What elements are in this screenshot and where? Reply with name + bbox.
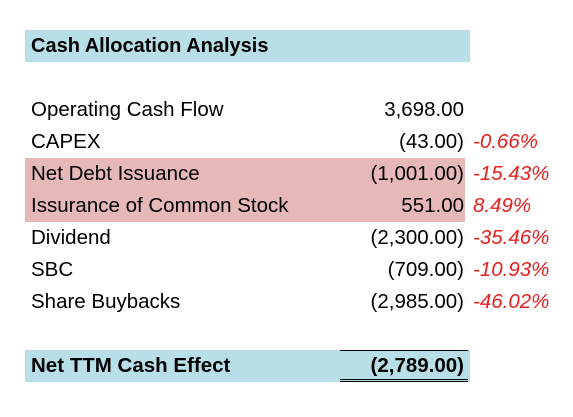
total-value-border bbox=[340, 350, 468, 382]
row-value: (43.00) bbox=[399, 130, 464, 153]
row-percent: -0.66% bbox=[473, 130, 538, 153]
total-label: Net TTM Cash Effect bbox=[31, 354, 231, 377]
row-value: (2,985.00) bbox=[370, 290, 464, 313]
row-label: Net Debt Issuance bbox=[31, 162, 200, 185]
row-label: SBC bbox=[31, 258, 74, 281]
title-row: Cash Allocation Analysis bbox=[0, 30, 573, 62]
row-value: 551.00 bbox=[401, 194, 464, 217]
highlight-band bbox=[25, 158, 465, 222]
total-band bbox=[25, 350, 470, 382]
page-title: Cash Allocation Analysis bbox=[31, 35, 269, 57]
table-row: SBC (709.00) -10.93% bbox=[0, 254, 573, 286]
table-row: CAPEX (43.00) -0.66% bbox=[0, 126, 573, 158]
row-value: (2,300.00) bbox=[370, 226, 464, 249]
table-row: Share Buybacks (2,985.00) -46.02% bbox=[0, 286, 573, 318]
row-percent: -10.93% bbox=[473, 258, 550, 281]
row-value: (1,001.00) bbox=[370, 162, 464, 185]
row-percent: -46.02% bbox=[473, 290, 550, 313]
title-band bbox=[25, 30, 470, 62]
table-row: Issurance of Common Stock 551.00 8.49% bbox=[0, 190, 573, 222]
row-percent: 8.49% bbox=[473, 194, 532, 217]
row-label: CAPEX bbox=[31, 130, 101, 153]
table-row: Net Debt Issuance (1,001.00) -15.43% bbox=[0, 158, 573, 190]
row-label: Share Buybacks bbox=[31, 290, 181, 313]
table-row: Operating Cash Flow 3,698.00 bbox=[0, 94, 573, 126]
table-row: Dividend (2,300.00) -35.46% bbox=[0, 222, 573, 254]
row-label: Dividend bbox=[31, 226, 111, 249]
total-row: Net TTM Cash Effect (2,789.00) bbox=[0, 350, 573, 382]
row-label: Operating Cash Flow bbox=[31, 98, 224, 121]
row-percent: -15.43% bbox=[473, 162, 550, 185]
total-value: (2,789.00) bbox=[370, 354, 464, 377]
row-value: (709.00) bbox=[387, 258, 464, 281]
row-value: 3,698.00 bbox=[384, 98, 464, 121]
row-percent: -35.46% bbox=[473, 226, 550, 249]
row-label: Issurance of Common Stock bbox=[31, 194, 289, 217]
